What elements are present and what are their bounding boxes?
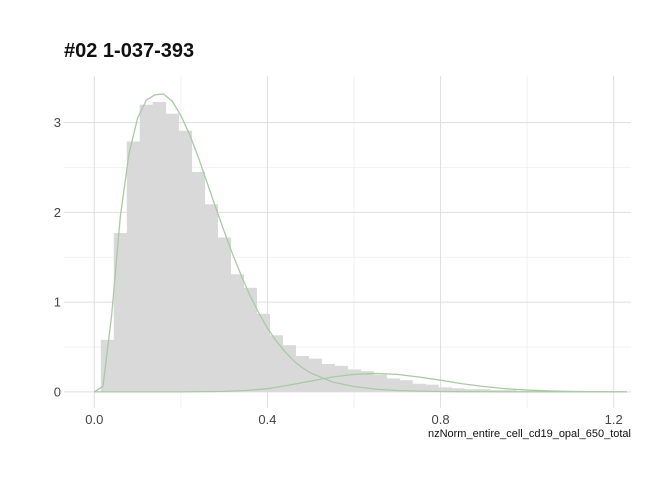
histogram-bar [217,237,232,392]
histogram-bar [269,335,283,392]
histogram-bar [113,233,128,392]
histogram-bars [100,102,569,392]
histogram-bar [412,383,426,392]
histogram-bar [126,141,141,392]
histogram-bar [152,102,167,392]
histogram-bar [204,204,219,392]
x-tick-label: 1.2 [605,412,623,427]
x-tick-label: 0.4 [258,412,276,427]
histogram-bar [282,345,296,392]
histogram-bar [386,378,400,392]
density-curve [93,93,627,393]
histogram-bar [438,387,452,392]
x-tick-label: 0.8 [432,412,450,427]
histogram-bar [399,380,413,392]
histogram-bar [425,384,439,392]
histogram-bar [139,104,154,392]
density-curve [94,372,627,393]
density-curves [93,93,627,393]
histogram-bar [230,274,245,392]
y-axis-ticks: 0 1 2 3 [54,115,61,399]
histogram-bar [360,371,374,392]
y-tick-label: 0 [54,384,61,399]
x-tick-label: 0.0 [85,412,103,427]
histogram-bar [464,389,478,392]
histogram-bar [191,172,206,392]
y-tick-label: 3 [54,115,61,130]
chart-title: #02 1-037-393 [64,40,194,62]
x-axis-ticks: 0.0 0.4 0.8 1.2 [85,412,622,427]
histogram-bar [373,374,387,392]
histogram-bar [477,389,491,392]
histogram-bar [503,390,517,392]
x-axis-label: nzNorm_entire_cell_cd19_opal_650_total [428,428,631,440]
histogram-bar [165,113,180,392]
histogram-bar [334,365,348,392]
histogram-bar [178,130,193,392]
histogram-bar [451,388,465,392]
histogram-bar [295,355,309,392]
histogram-bar [347,369,361,392]
histogram-bar [490,390,504,392]
histogram-bar [256,313,270,392]
y-tick-label: 1 [54,295,61,310]
y-tick-label: 2 [54,205,61,220]
histogram-bar [243,287,258,392]
